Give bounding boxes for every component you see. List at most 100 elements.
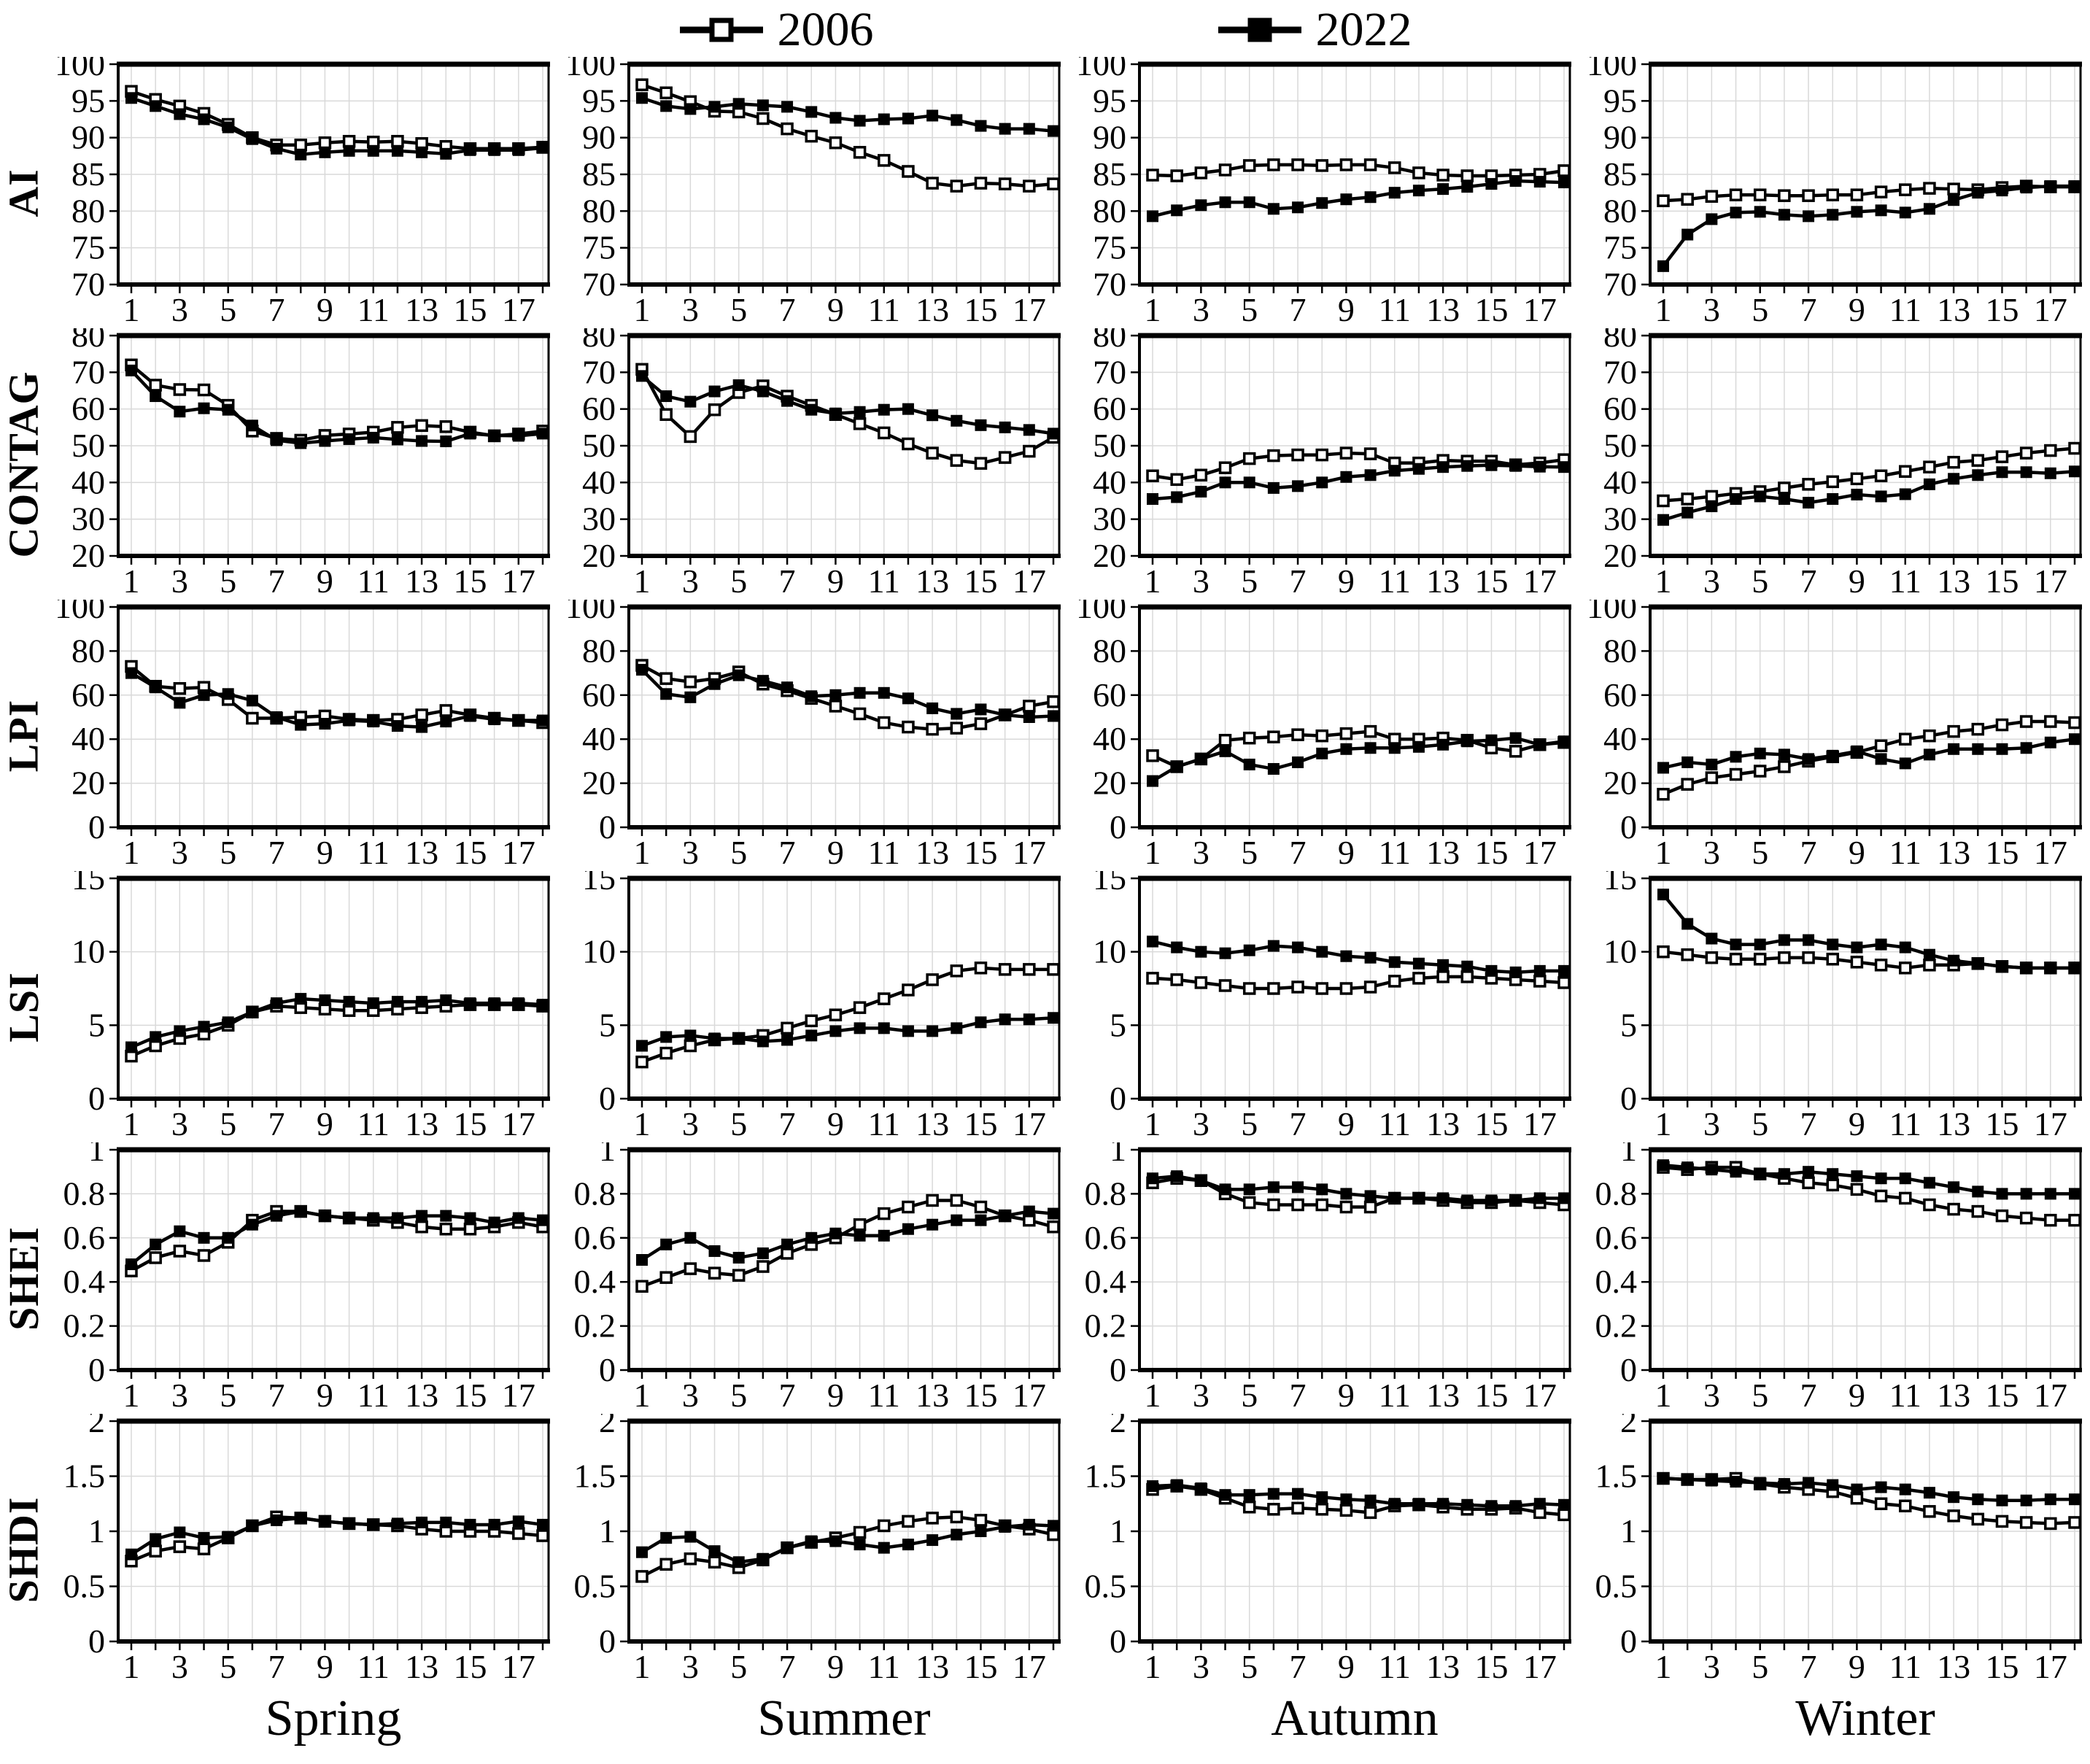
svg-text:3: 3: [1703, 562, 1720, 600]
svg-text:1: 1: [1620, 1142, 1637, 1168]
svg-text:1: 1: [123, 834, 140, 871]
svg-text:7: 7: [1290, 1105, 1307, 1142]
season-label-autumn: Autumn: [1271, 1690, 1439, 1746]
svg-text:13: 13: [916, 834, 949, 871]
svg-text:17: 17: [502, 1377, 535, 1414]
series-2022: [636, 664, 1059, 723]
svg-text:7: 7: [1290, 1648, 1307, 1685]
axes-border: [1641, 1147, 2082, 1379]
svg-text:5: 5: [1752, 562, 1768, 600]
svg-text:1: 1: [1620, 1512, 1637, 1550]
svg-text:3: 3: [1703, 1105, 1720, 1142]
svg-text:15: 15: [1603, 871, 1637, 897]
svg-text:2: 2: [88, 1414, 105, 1439]
svg-text:5: 5: [1752, 834, 1768, 871]
chart-contag-winter: 20 30 40 50 60 70 80 1 3 5 7 9 11 13 15 17: [1579, 328, 2089, 600]
svg-text:17: 17: [1013, 291, 1046, 328]
data-points-2022: [636, 1205, 1059, 1266]
svg-text:10: 10: [1603, 933, 1637, 970]
svg-text:0.8: 0.8: [1595, 1175, 1638, 1212]
svg-text:15: 15: [1474, 562, 1508, 600]
svg-text:15: 15: [1985, 1105, 2019, 1142]
chart-shdi-summer: 0 0.5 1 1.5 2 1 3 5 7 9 11 13 15 17: [557, 1414, 1068, 1685]
svg-text:11: 11: [1889, 1105, 1921, 1142]
svg-text:0: 0: [599, 1351, 616, 1388]
svg-text:60: 60: [71, 676, 105, 713]
chart-contag-spring: 20 30 40 50 60 70 80 1 3 5 7 9 11 13 15 17: [47, 328, 557, 600]
axes-border: [620, 333, 1061, 565]
svg-text:100: 100: [565, 57, 616, 82]
series-2022: [125, 993, 549, 1053]
svg-text:17: 17: [1523, 1105, 1557, 1142]
svg-text:11: 11: [1889, 1648, 1921, 1685]
svg-text:17: 17: [1013, 1105, 1046, 1142]
axes-border: [109, 61, 550, 293]
svg-text:3: 3: [1193, 834, 1210, 871]
legend-item-2022: 2022: [1217, 6, 1412, 54]
svg-text:0.2: 0.2: [63, 1307, 106, 1345]
svg-text:5: 5: [599, 1006, 616, 1043]
svg-text:1: 1: [1145, 1105, 1161, 1142]
svg-text:5: 5: [1620, 1006, 1637, 1043]
series-2022: [1147, 732, 1570, 787]
svg-text:2: 2: [599, 1414, 616, 1439]
svg-text:15: 15: [1985, 834, 2019, 871]
svg-text:17: 17: [1523, 291, 1557, 328]
svg-text:7: 7: [1800, 1648, 1817, 1685]
svg-text:30: 30: [1603, 500, 1637, 538]
svg-text:0: 0: [1620, 1080, 1637, 1117]
season-label-summer: Summer: [757, 1690, 931, 1746]
svg-text:1: 1: [88, 1512, 105, 1550]
svg-text:11: 11: [1889, 834, 1921, 871]
svg-text:5: 5: [730, 1648, 747, 1685]
svg-text:17: 17: [1523, 562, 1557, 600]
svg-text:13: 13: [405, 1105, 438, 1142]
series-2022: [636, 1205, 1059, 1266]
svg-text:17: 17: [1013, 1648, 1046, 1685]
svg-text:13: 13: [1937, 291, 1970, 328]
svg-text:17: 17: [1523, 1377, 1557, 1414]
svg-text:1: 1: [1145, 834, 1161, 871]
svg-text:13: 13: [1426, 1648, 1460, 1685]
svg-text:5: 5: [1241, 562, 1258, 600]
svg-text:1: 1: [1145, 562, 1161, 600]
svg-text:5: 5: [220, 1648, 236, 1685]
svg-text:20: 20: [1093, 537, 1126, 574]
svg-text:85: 85: [1603, 155, 1637, 193]
svg-text:5: 5: [730, 562, 747, 600]
svg-text:13: 13: [916, 562, 949, 600]
svg-text:5: 5: [1110, 1006, 1126, 1043]
svg-text:10: 10: [582, 933, 616, 970]
svg-text:80: 80: [582, 328, 616, 354]
svg-text:100: 100: [1076, 600, 1126, 625]
chart-shei-autumn: 0 0.2 0.4 0.6 0.8 1 1 3 5 7 9 11 13 15 17: [1068, 1142, 1579, 1414]
svg-text:15: 15: [964, 291, 997, 328]
svg-text:9: 9: [1849, 834, 1865, 871]
svg-text:95: 95: [582, 82, 616, 119]
svg-text:15: 15: [1093, 871, 1126, 897]
svg-text:0: 0: [599, 1622, 616, 1660]
svg-text:15: 15: [1985, 1377, 2019, 1414]
svg-text:13: 13: [1937, 1648, 1970, 1685]
svg-text:1: 1: [599, 1512, 616, 1550]
svg-text:15: 15: [1985, 291, 2019, 328]
svg-text:17: 17: [2034, 1105, 2067, 1142]
svg-text:3: 3: [682, 1648, 699, 1685]
svg-text:15: 15: [453, 834, 487, 871]
svg-text:15: 15: [1985, 562, 2019, 600]
svg-text:0.6: 0.6: [1085, 1219, 1127, 1256]
svg-text:13: 13: [916, 1377, 949, 1414]
svg-text:100: 100: [1587, 57, 1637, 82]
svg-text:90: 90: [1093, 119, 1126, 156]
svg-text:11: 11: [868, 1648, 900, 1685]
data-points-2022: [125, 1512, 549, 1560]
svg-text:3: 3: [1193, 291, 1210, 328]
svg-text:3: 3: [682, 1377, 699, 1414]
svg-text:1: 1: [634, 834, 651, 871]
svg-text:3: 3: [171, 1105, 188, 1142]
svg-text:100: 100: [565, 600, 616, 625]
chart-lpi-summer: 0 20 40 60 80 100 1 3 5 7 9 11 13 15 17: [557, 600, 1068, 871]
